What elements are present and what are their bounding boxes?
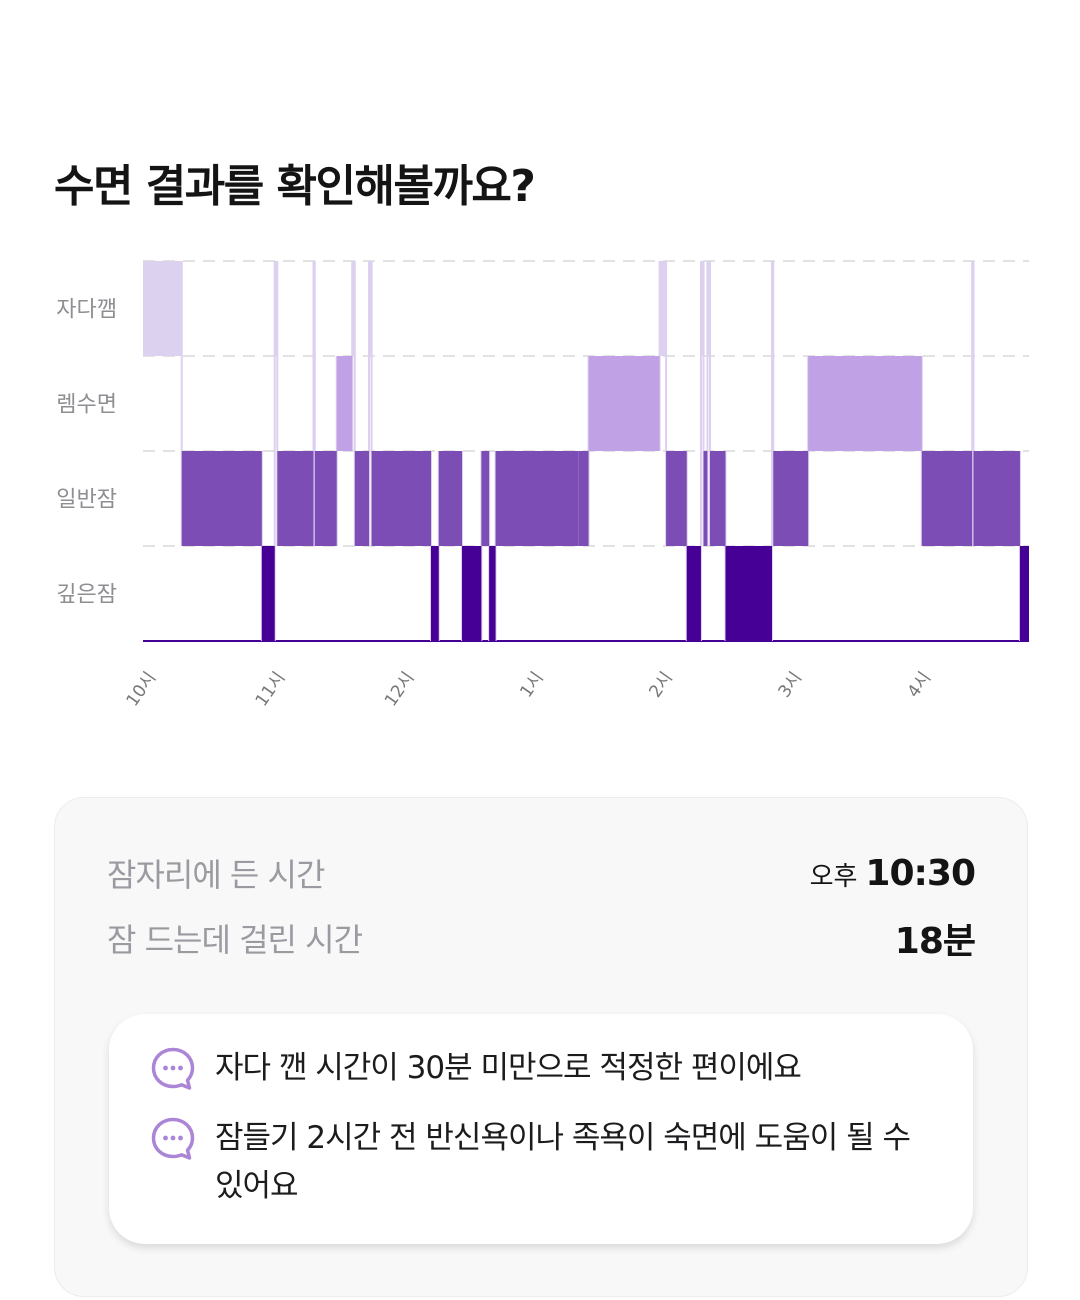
stage-segment bbox=[489, 546, 496, 641]
stage-segment bbox=[313, 261, 316, 356]
stage-segment bbox=[274, 261, 278, 356]
tips-panel: 자다 깬 시간이 30분 미만으로 적정한 편이에요 잠들기 2시간 전 반신욕… bbox=[109, 1014, 973, 1244]
stage-segment bbox=[371, 451, 432, 546]
x-tick-label: 1시 bbox=[516, 668, 548, 701]
stage-segment bbox=[709, 451, 726, 546]
x-tick-labels: 10시 11시 12시 1시 2시 3시 4시 bbox=[123, 668, 936, 710]
latency-value-group: 18분 bbox=[894, 912, 976, 964]
stage-segment bbox=[261, 546, 275, 641]
stage-segment bbox=[921, 451, 973, 546]
stage-segment bbox=[143, 261, 182, 356]
stage-segment bbox=[481, 451, 490, 546]
bedtime-ampm: 오후 bbox=[809, 861, 858, 892]
x-tick-label: 4시 bbox=[904, 668, 936, 701]
stage-segment bbox=[703, 451, 708, 546]
stage-segment bbox=[462, 546, 482, 641]
stage-segment bbox=[314, 451, 337, 546]
bedtime-value: 10:30 bbox=[865, 852, 976, 894]
stage-segment bbox=[725, 546, 772, 641]
stage-bars bbox=[143, 261, 1029, 641]
stage-segment bbox=[438, 451, 463, 546]
summary-card: 잠자리에 든 시간 오후 10:30 잠 드는데 걸린 시간 18분 자다 깬 … bbox=[54, 797, 1028, 1297]
stage-label: 렘수면 bbox=[56, 393, 117, 418]
stage-segment bbox=[495, 451, 579, 546]
chat-bubble-icon bbox=[151, 1047, 195, 1090]
stage-segment bbox=[808, 356, 922, 451]
bedtime-row: 잠자리에 든 시간 오후 10:30 bbox=[107, 850, 976, 896]
stage-segment bbox=[700, 261, 704, 356]
stage-segment bbox=[277, 451, 314, 546]
tip-text: 자다 깬 시간이 30분 미만으로 적정한 편이에요 bbox=[215, 1050, 802, 1086]
chat-bubble-icon bbox=[151, 1117, 195, 1160]
stage-segment bbox=[181, 451, 262, 546]
latency-row: 잠 드는데 걸린 시간 18분 bbox=[107, 912, 976, 964]
stage-segment bbox=[578, 451, 589, 546]
stage-label: 자다깸 bbox=[56, 298, 117, 323]
stage-segment bbox=[1019, 546, 1029, 641]
stage-segment bbox=[588, 356, 660, 451]
bedtime-value-group: 오후 10:30 bbox=[809, 852, 976, 894]
x-tick-label: 2시 bbox=[645, 668, 677, 701]
bedtime-label: 잠자리에 든 시간 bbox=[107, 856, 325, 894]
stage-label: 깊은잠 bbox=[56, 583, 117, 608]
stage-segment bbox=[659, 261, 667, 356]
tip-item: 자다 깬 시간이 30분 미만으로 적정한 편이에요 bbox=[149, 1044, 937, 1093]
stage-segment bbox=[431, 546, 439, 641]
x-tick-label: 11시 bbox=[252, 668, 290, 710]
stage-segment bbox=[686, 546, 701, 641]
stage-segment bbox=[352, 261, 355, 356]
stage-segment bbox=[771, 261, 774, 356]
stage-segment bbox=[354, 451, 370, 546]
page-title: 수면 결과를 확인해볼까요? bbox=[54, 161, 536, 212]
tip-text: 잠들기 2시간 전 반신욕이나 족욕이 숙면에 도움이 될 수 있어요 bbox=[215, 1120, 911, 1204]
stage-label: 일반잠 bbox=[56, 488, 117, 513]
x-tick-label: 12시 bbox=[381, 668, 419, 710]
stage-segment bbox=[973, 451, 1020, 546]
stage-segment bbox=[773, 451, 809, 546]
x-tick-label: 3시 bbox=[775, 668, 807, 701]
x-tick-label: 10시 bbox=[123, 668, 161, 710]
stage-segment bbox=[369, 261, 372, 356]
tip-item: 잠들기 2시간 전 반신욕이나 족욕이 숙면에 도움이 될 수 있어요 bbox=[149, 1114, 937, 1210]
latency-label: 잠 드는데 걸린 시간 bbox=[107, 921, 363, 959]
stage-segment bbox=[707, 261, 710, 356]
stage-segment bbox=[666, 451, 687, 546]
stage-segment bbox=[336, 356, 353, 451]
stage-segment bbox=[972, 261, 975, 356]
latency-value: 18분 bbox=[894, 921, 976, 962]
